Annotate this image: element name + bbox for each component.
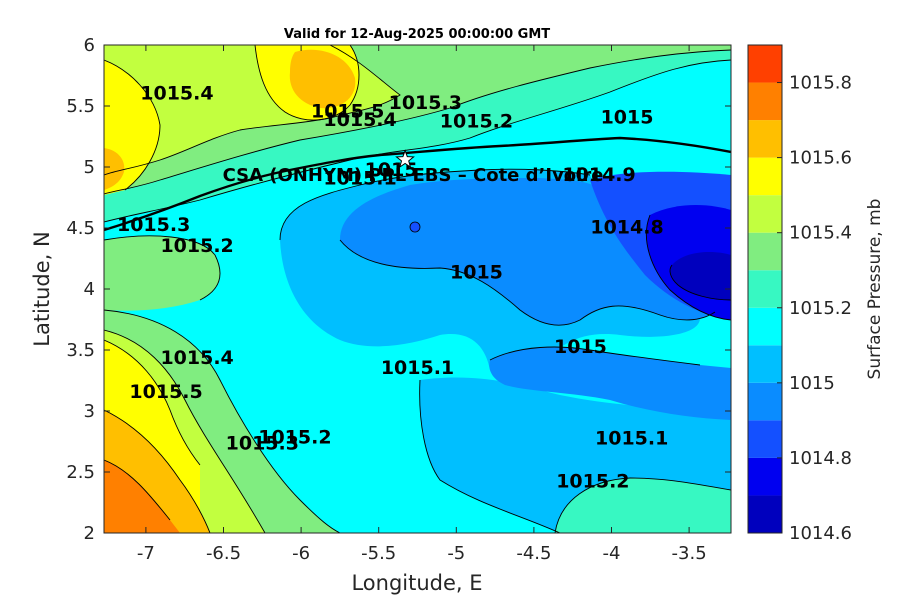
site-marker: CSA (ONHYM) PPL EBS – Cote d’Ivoire xyxy=(223,149,604,186)
colorbar-swatch xyxy=(748,157,782,196)
colorbar-swatch xyxy=(748,495,782,533)
contour-label: 1015.4 xyxy=(140,82,213,104)
band-1014-9 xyxy=(340,178,715,326)
contour-label: 1015 xyxy=(601,107,654,129)
y-tick-label: 5 xyxy=(84,157,95,178)
band-1014-9-south xyxy=(489,347,731,420)
band-1015-3-west xyxy=(104,235,220,311)
colorbar: 1014.6 1014.8 1015 1015.2 1015.4 1015.6 1015.8 xyxy=(747,44,852,544)
site-star-icon xyxy=(395,149,415,169)
y-tick-label: 2.5 xyxy=(66,462,95,483)
contour-label: 1015 xyxy=(554,336,607,358)
x-tick-label: -7 xyxy=(137,543,155,564)
colorbar-tick-label: 1015.4 xyxy=(789,223,852,244)
contour-label: 1015.2 xyxy=(160,235,233,257)
contour-label: 1015.4 xyxy=(160,347,233,369)
colorbar-tick-label: 1015 xyxy=(789,373,835,394)
contour-label: 1015.5 xyxy=(311,101,384,123)
colorbar-tick-label: 1015.2 xyxy=(789,298,852,319)
x-tick-label: -5.5 xyxy=(361,543,396,564)
contour-label: 1015.3 xyxy=(389,92,462,114)
colorbar-swatch xyxy=(748,420,782,458)
colorbar-swatch xyxy=(748,307,782,346)
band-1015-6-top xyxy=(289,49,356,109)
y-tick-label: 3 xyxy=(84,401,95,422)
colorbar-tick-label: 1015.6 xyxy=(789,148,852,169)
contour-label: 1015.4 xyxy=(323,109,396,131)
contour-label: 1015.2 xyxy=(556,470,629,492)
colorbar-swatch xyxy=(748,232,782,271)
contour-label: 1015 xyxy=(365,159,418,181)
contour-label: 1015.3 xyxy=(117,214,190,236)
chart-title: Valid for 12-Aug-2025 00:00:00 GMT xyxy=(284,27,550,42)
y-tick-label: 4.5 xyxy=(66,218,95,239)
x-tick-label: -5 xyxy=(447,543,465,564)
y-tick-label: 3.5 xyxy=(66,340,95,361)
colorbar-swatch xyxy=(748,120,782,158)
contour-label: 1015.1 xyxy=(595,428,668,450)
contour-label: 1014.8 xyxy=(590,217,663,239)
contour-label: 1015.2 xyxy=(440,110,513,132)
x-tick-label: -4.5 xyxy=(516,543,551,564)
colorbar-swatch xyxy=(748,270,782,308)
small-contour-island xyxy=(409,221,421,233)
x-tick-label: -6.5 xyxy=(206,543,241,564)
y-tick-label: 6 xyxy=(84,35,95,56)
x-tick-label: -4 xyxy=(603,543,621,564)
band-1015-7-southwest xyxy=(104,460,180,533)
y-axis-title: Latitude, N xyxy=(30,231,54,347)
colorbar-tick-label: 1015.8 xyxy=(789,73,852,94)
colorbar-frame xyxy=(747,44,783,534)
contour-lines xyxy=(104,45,731,533)
y-tick-label: 2 xyxy=(84,523,95,544)
colorbar-swatch xyxy=(748,345,782,383)
site-label: CSA (ONHYM) PPL EBS – Cote d’Ivoire xyxy=(223,165,604,186)
colorbar-title: Surface Pressure, mb xyxy=(865,199,885,380)
colorbar-swatch xyxy=(748,457,782,496)
contour-label: 1015.5 xyxy=(129,381,202,403)
contour-label: 1015.3 xyxy=(226,432,299,454)
colorbar-swatch xyxy=(748,382,782,421)
colorbar-swatch xyxy=(748,45,782,83)
contour-label: 1015.1 xyxy=(381,357,454,379)
y-axis: 2 2.5 3 3.5 4 4.5 5 5.5 6 xyxy=(66,35,731,544)
x-axis-title: Longitude, E xyxy=(351,571,482,595)
colorbar-tick-label: 1014.8 xyxy=(789,448,852,469)
contour-label: 1015.1 xyxy=(323,168,396,190)
colorbar-swatch xyxy=(748,195,782,233)
contour-label: 1015 xyxy=(450,262,503,284)
band-1015-2-southeast xyxy=(555,478,731,533)
x-axis: -7 -6.5 -6 -5.5 -5 -4.5 -4 -3.5 xyxy=(137,45,707,564)
y-tick-label: 5.5 xyxy=(66,96,95,117)
contour-label: 1015.2 xyxy=(258,426,331,448)
band-1015-6-west xyxy=(104,148,125,190)
colorbar-swatch xyxy=(748,82,782,121)
y-tick-label: 4 xyxy=(84,279,95,300)
x-tick-label: -6 xyxy=(292,543,310,564)
coastline xyxy=(104,136,731,232)
contour-label: 1014.9 xyxy=(562,164,635,186)
x-tick-label: -3.5 xyxy=(672,543,707,564)
band-1014-6 xyxy=(670,252,731,300)
colorbar-tick-label: 1014.6 xyxy=(789,523,852,544)
